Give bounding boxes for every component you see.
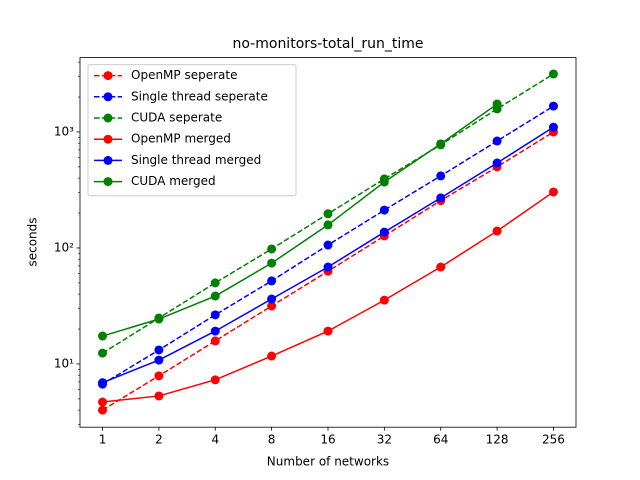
data-point (548, 187, 558, 197)
data-point (210, 291, 220, 301)
data-point (548, 122, 558, 132)
data-point (492, 158, 502, 168)
chart-title: no-monitors-total_run_time (232, 36, 423, 52)
series-line (102, 103, 498, 337)
x-tick-label: 1 (99, 433, 107, 447)
legend-marker (103, 113, 113, 123)
data-point (492, 226, 502, 236)
data-point (210, 278, 220, 288)
data-point (548, 101, 558, 111)
data-point (154, 371, 164, 381)
data-point (98, 331, 108, 341)
legend-label: OpenMP merged (131, 132, 231, 146)
legend-label: CUDA merged (131, 174, 216, 188)
data-point (154, 391, 164, 401)
x-axis-label: Number of networks (267, 455, 389, 469)
data-point (379, 205, 389, 215)
legend-label: CUDA seperate (131, 111, 222, 125)
data-point (267, 301, 277, 311)
data-point (323, 220, 333, 230)
legend: OpenMP seperate Single thread seperate CUD… (87, 64, 297, 197)
data-point (379, 177, 389, 187)
legend-label: OpenMP seperate (131, 68, 237, 82)
legend-marker (103, 155, 113, 165)
y-tick-label: 10¹ (54, 356, 74, 370)
data-point (379, 295, 389, 305)
legend-marker (103, 92, 113, 102)
data-point (98, 348, 108, 358)
data-point (267, 351, 277, 361)
data-point (323, 262, 333, 272)
y-tick-label: 10³ (54, 124, 74, 138)
x-tick-label: 32 (377, 433, 392, 447)
data-point (210, 375, 220, 385)
data-point (154, 345, 164, 355)
plot-frame (79, 57, 577, 428)
legend-frame (87, 64, 297, 197)
data-point (436, 193, 446, 203)
data-point (323, 209, 333, 219)
data-point (492, 136, 502, 146)
data-point (210, 336, 220, 346)
data-point (436, 262, 446, 272)
data-point (210, 310, 220, 320)
y-axis-label: seconds (26, 217, 40, 266)
data-point (267, 276, 277, 286)
x-tick-label: 256 (542, 433, 565, 447)
x-tick-label: 128 (486, 433, 509, 447)
legend-label: Single thread seperate (131, 89, 268, 103)
data-point (267, 244, 277, 254)
data-point (548, 69, 558, 79)
data-point (323, 240, 333, 250)
data-point (154, 314, 164, 324)
data-point (436, 139, 446, 149)
x-tick-label: 4 (211, 433, 219, 447)
x-tick-label: 16 (320, 433, 335, 447)
legend-marker (103, 134, 113, 144)
x-tick-label: 8 (268, 433, 276, 447)
data-point (436, 171, 446, 181)
legend-marker (103, 71, 113, 81)
data-point (492, 99, 502, 109)
data-point (98, 397, 108, 407)
x-tick-label: 64 (433, 433, 448, 447)
data-point (267, 294, 277, 304)
data-point (210, 326, 220, 336)
data-point (98, 405, 108, 415)
data-point (98, 378, 108, 388)
legend-label: Single thread merged (131, 153, 261, 167)
legend-marker (103, 177, 113, 187)
data-point (323, 326, 333, 336)
data-point (267, 258, 277, 268)
data-point (154, 355, 164, 365)
data-point (379, 227, 389, 237)
x-tick-label: 2 (155, 433, 163, 447)
y-tick-label: 10² (54, 240, 74, 254)
